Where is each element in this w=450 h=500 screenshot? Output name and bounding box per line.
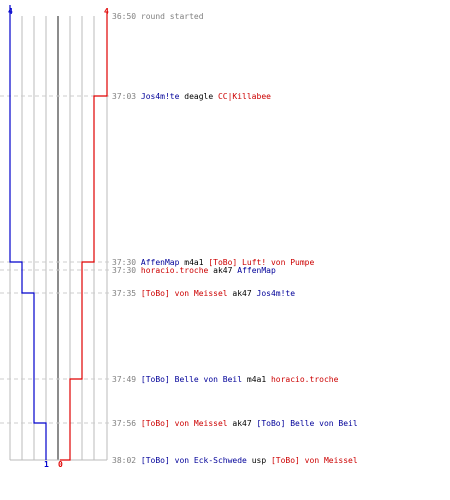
player-name: [ToBo] von Eck-Schwede — [140, 455, 247, 465]
player-name: [ToBo] von Meissel — [270, 455, 358, 465]
event-time: 37:35 — [112, 288, 141, 298]
player-name: horacio.troche — [270, 374, 339, 384]
event-time: 38:02 — [112, 455, 141, 465]
player-name: AffenMap — [237, 265, 276, 275]
event-time: 37:30 — [112, 265, 141, 275]
kill-log-entry: 37:35 [ToBo] von Meissel ak47 Jos4m!te — [112, 289, 295, 298]
weapon-name: m4a1 — [242, 374, 271, 384]
player-name: horacio.troche — [140, 265, 209, 275]
event-time: 37:03 — [112, 91, 141, 101]
weapon-name: ak47 — [227, 418, 257, 428]
player-name: [ToBo] Belle von Beil — [256, 418, 358, 428]
kill-log-entry: 37:03 Jos4m!te deagle CC|Killabee — [112, 92, 271, 101]
kill-log-entry: 37:49 [ToBo] Belle von Beil m4a1 horacio… — [112, 375, 338, 384]
player-name: [ToBo] Luft! von Pumpe — [208, 257, 315, 267]
weapon-name: ak47 — [227, 288, 257, 298]
event-time: 37:56 — [112, 418, 141, 428]
player-name: Jos4m!te — [140, 91, 180, 101]
kill-log-entry: 37:30 AffenMap m4a1 [ToBo] Luft! von Pum… — [112, 258, 314, 267]
weapon-name: deagle — [179, 91, 218, 101]
player-name: [ToBo] Belle von Beil — [140, 374, 243, 384]
kill-log-entry: 37:30 horacio.troche ak47 AffenMap — [112, 266, 276, 275]
blue-end-count: 1 — [44, 460, 49, 469]
event-time: 37:49 — [112, 374, 141, 384]
kill-log-entry: 38:02 [ToBo] von Eck-Schwede usp [ToBo] … — [112, 456, 358, 465]
player-name: [ToBo] von Meissel — [140, 288, 228, 298]
event-text: round started — [140, 11, 204, 21]
red-team-alive-line — [60, 12, 108, 461]
player-name: [ToBo] von Meissel — [140, 418, 228, 428]
blue-team-alive-line — [9, 5, 47, 460]
weapon-name: m4a1 — [179, 257, 209, 267]
event-time: 36:50 — [112, 11, 141, 21]
red-start-count: 4 — [104, 7, 109, 16]
weapon-name: usp — [246, 455, 271, 465]
blue-start-count: 4 — [8, 7, 13, 16]
grid-lines — [9, 16, 108, 461]
red-end-count: 0 — [58, 460, 63, 469]
kill-log-entry: 36:50 round started — [112, 12, 204, 21]
event-time: 37:30 — [112, 257, 141, 267]
player-name: AffenMap — [140, 257, 180, 267]
player-name: CC|Killabee — [217, 91, 271, 101]
weapon-name: ak47 — [208, 265, 238, 275]
player-name: Jos4m!te — [256, 288, 296, 298]
kill-log-entry: 37:56 [ToBo] von Meissel ak47 [ToBo] Bel… — [112, 419, 358, 428]
